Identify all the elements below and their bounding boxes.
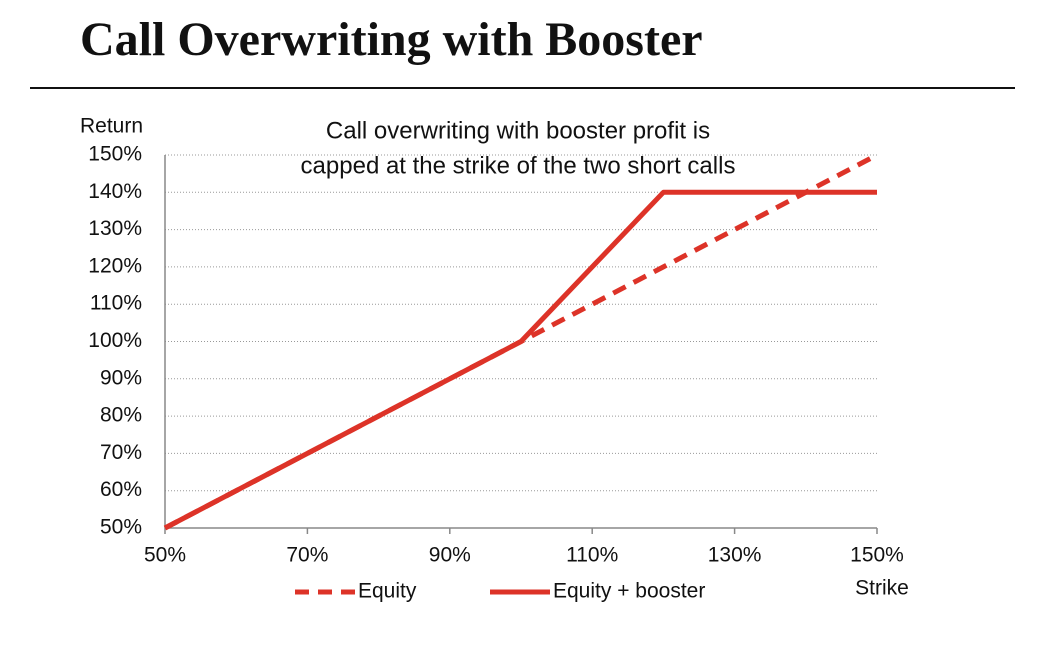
annotation: Call overwriting with booster profit is (326, 117, 710, 144)
x-axis-label: Strike (855, 577, 909, 600)
y-tick-label: 140% (88, 180, 142, 203)
y-tick-label: 120% (88, 254, 142, 277)
x-tick-label: 90% (429, 544, 471, 567)
legend-label: Equity (358, 580, 417, 603)
y-tick-label: 60% (100, 478, 142, 501)
x-tick-label: 110% (566, 544, 618, 567)
y-tick-label: 80% (100, 404, 142, 427)
y-tick-label: 130% (88, 217, 142, 240)
y-tick-label: 50% (100, 516, 142, 539)
legend-label: Equity + booster (553, 580, 705, 603)
x-tick-label: 50% (144, 544, 186, 567)
x-tick-label: 150% (850, 544, 904, 567)
y-tick-label: 70% (100, 441, 142, 464)
x-tick-label: 70% (286, 544, 328, 567)
x-tick-label: 130% (708, 544, 762, 567)
annotation: capped at the strike of the two short ca… (301, 152, 736, 179)
series-line (163, 189, 877, 531)
y-tick-label: 150% (88, 143, 142, 166)
y-tick-label: 110% (90, 292, 142, 315)
y-tick-label: 90% (100, 366, 142, 389)
y-axis-label: Return (80, 115, 143, 138)
y-tick-label: 100% (88, 329, 142, 352)
chart-title: Call Overwriting with Booster (80, 13, 703, 66)
